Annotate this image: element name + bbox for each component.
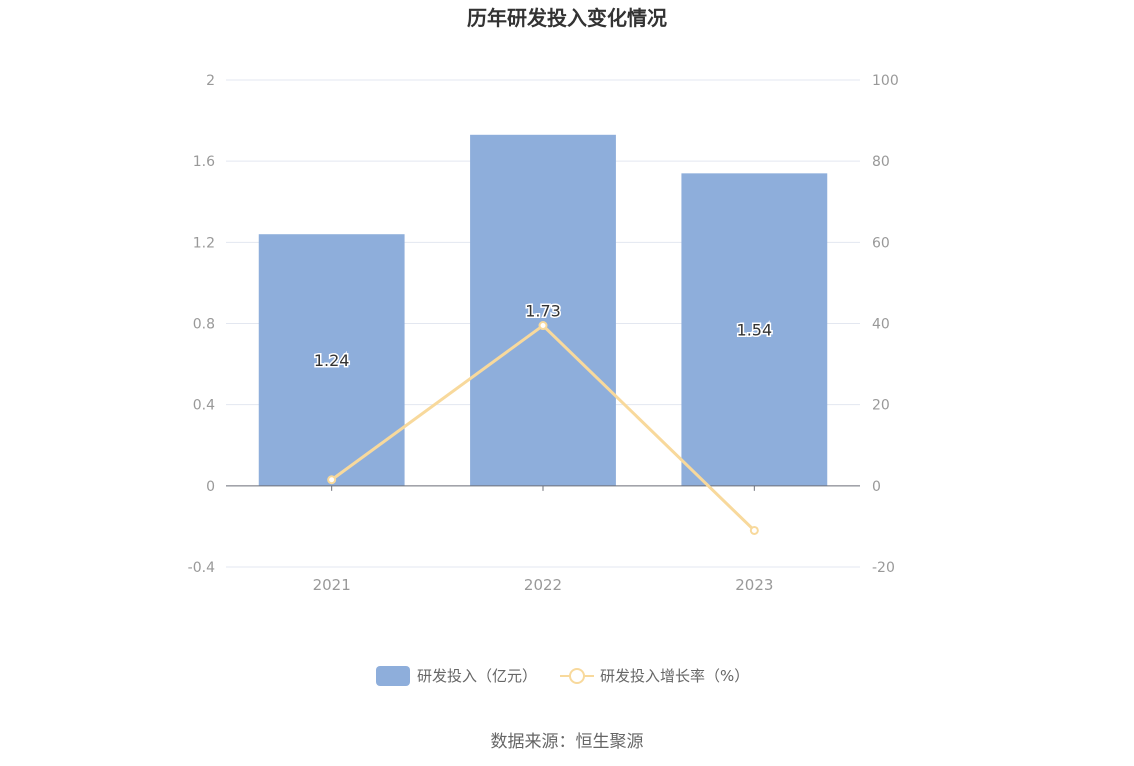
y-right-tick-label: 40 <box>872 317 890 333</box>
y-left-tick-label: 0 <box>206 479 215 495</box>
bar-value-label: 1.54 <box>737 321 773 340</box>
y-axis-left: 2 1.6 1.2 0.8 0.4 0 -0.4 <box>188 73 215 576</box>
source-note: 数据来源：恒生聚源 <box>491 732 644 752</box>
legend-label-bar[interactable]: 研发投入（亿元） <box>417 667 537 685</box>
y-right-tick-label: 60 <box>872 235 890 251</box>
y-left-tick-label: 1.2 <box>193 235 215 251</box>
line-point <box>538 321 548 331</box>
y-right-tick-label: 100 <box>872 73 899 89</box>
legend: 研发投入（亿元） 研发投入增长率（%） <box>376 666 749 686</box>
line-point <box>327 475 337 485</box>
y-right-tick-label: 80 <box>872 154 890 170</box>
y-left-tick-label: 0.4 <box>193 398 215 414</box>
y-left-tick-label: 0.8 <box>193 317 215 333</box>
bar-labels: 1.24 1.73 1.54 <box>312 300 773 372</box>
y-left-tick-label: 2 <box>206 73 215 89</box>
line-series <box>327 321 759 535</box>
y-left-tick-label: 1.6 <box>193 154 215 170</box>
legend-swatch-bar <box>376 666 410 686</box>
x-axis-ticks: 2021 2022 2023 <box>313 576 774 594</box>
legend-label-line[interactable]: 研发投入增长率（%） <box>600 667 749 685</box>
bar <box>470 134 616 486</box>
x-tick-label: 2023 <box>735 576 773 594</box>
y-left-tick-label: -0.4 <box>188 560 215 576</box>
y-right-tick-label: 0 <box>872 479 881 495</box>
x-tick-label: 2022 <box>524 576 562 594</box>
bar-value-label: 1.24 <box>314 351 350 370</box>
x-axis <box>226 485 860 491</box>
y-right-tick-label: 20 <box>872 398 890 414</box>
chart-title: 历年研发投入变化情况 <box>467 6 667 30</box>
bar <box>681 173 828 486</box>
y-right-tick-label: -20 <box>872 560 895 576</box>
legend-swatch-line-marker <box>569 668 585 684</box>
y-axis-right: 100 80 60 40 20 0 -20 <box>872 73 899 576</box>
bar-value-label: 1.73 <box>525 301 561 320</box>
line-point <box>749 525 759 535</box>
x-tick-label: 2021 <box>313 576 351 594</box>
